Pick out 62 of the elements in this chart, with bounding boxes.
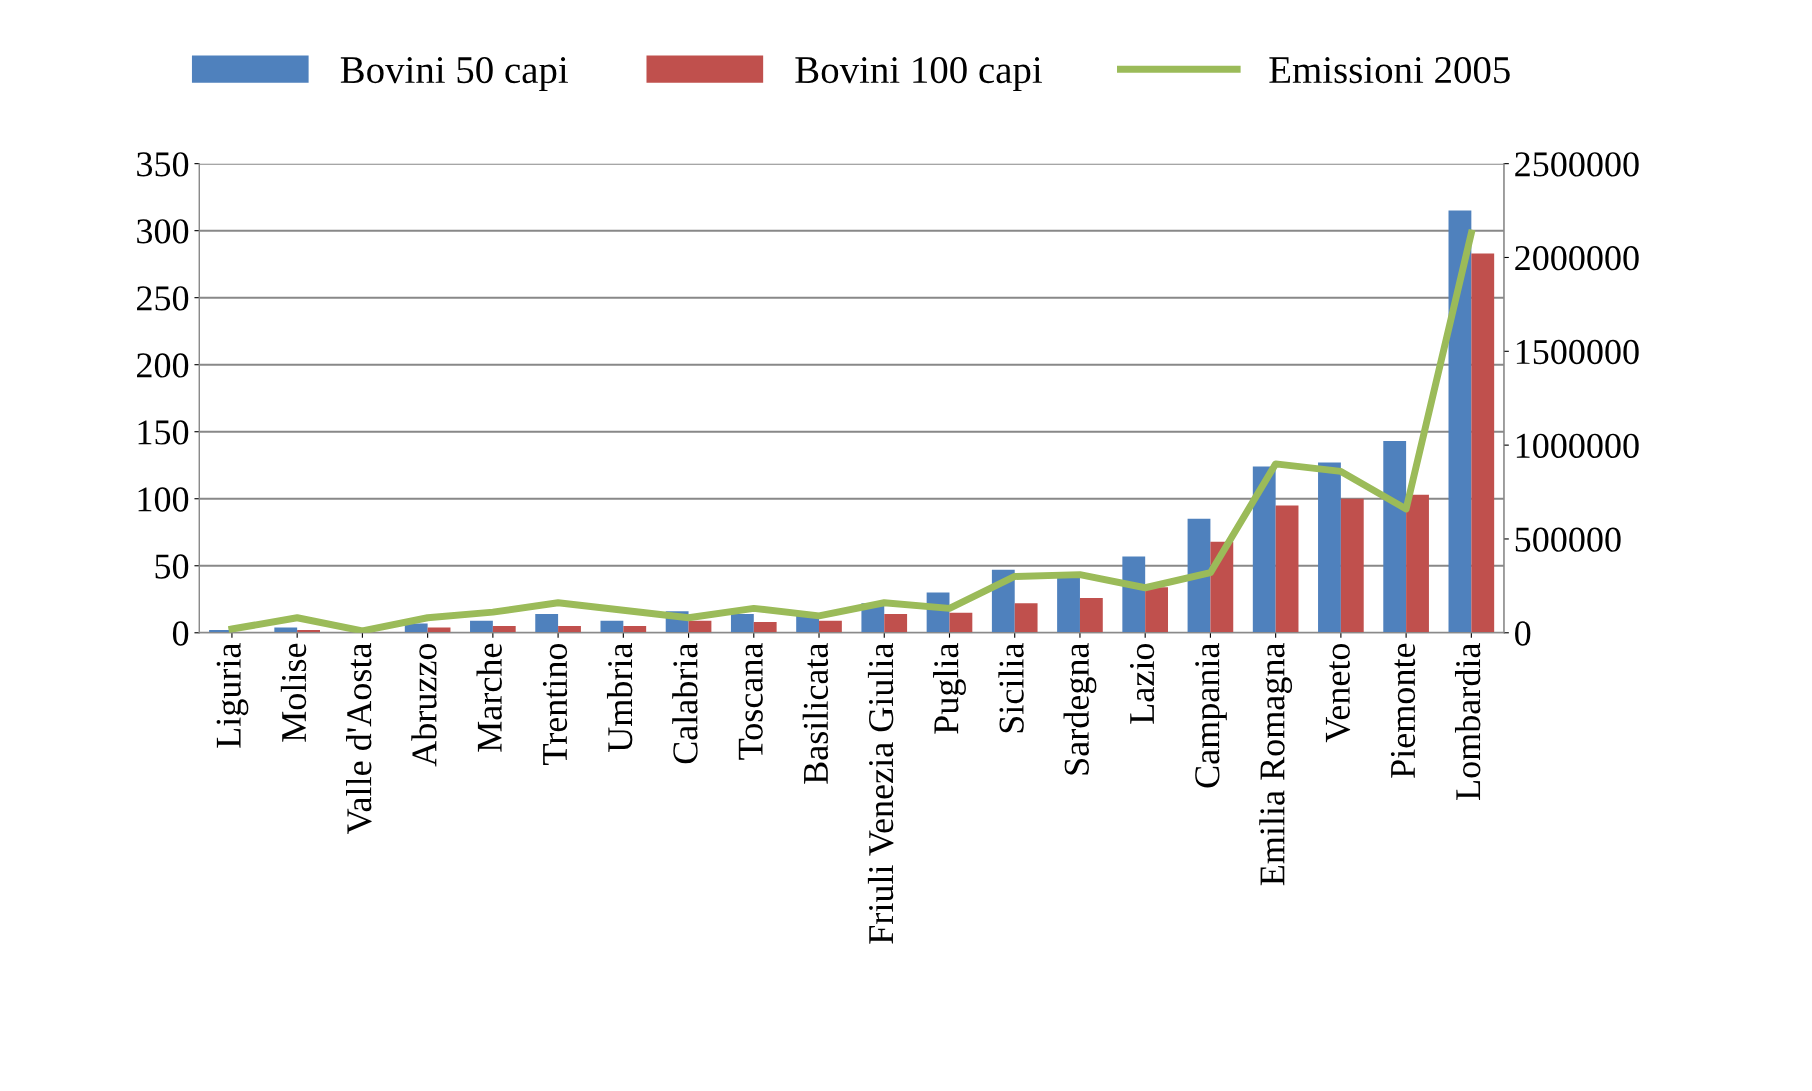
y-tick-label: 300 xyxy=(137,219,189,244)
x-tick-label: Toscana xyxy=(738,643,763,760)
x-tick-label: Sardegna xyxy=(1063,643,1097,775)
bar xyxy=(558,626,581,633)
bar xyxy=(1471,253,1495,633)
y-tick-label: 150 xyxy=(138,420,189,445)
bar xyxy=(427,627,451,633)
x-tick-label: Friuli Venezia Giulia xyxy=(867,643,894,944)
y2-tick-label: 500000 xyxy=(1515,527,1621,552)
x-tick-label: Veneto xyxy=(1325,643,1351,743)
x-tick-label: Calabria xyxy=(672,643,698,764)
x-tick-label: Marche xyxy=(476,643,502,752)
x-tick-label: Umbria xyxy=(606,643,633,753)
bar xyxy=(819,620,842,633)
y2-tick-label: 2000000 xyxy=(1515,245,1639,271)
y-tick-label: 200 xyxy=(137,353,189,378)
x-tick-label: Sicilia xyxy=(998,643,1024,733)
x-tick-label: Liguria xyxy=(216,642,249,748)
y2-tick-label: 0 xyxy=(1515,621,1531,646)
bar xyxy=(884,614,908,633)
bar xyxy=(1406,494,1429,633)
legend-label: Bovini 50 capi xyxy=(340,56,568,92)
y-tick-label: 0 xyxy=(172,621,189,646)
bar xyxy=(1275,505,1299,633)
x-tick-label: Trentino xyxy=(542,643,568,765)
x-tick-label: Valle d'Aosta xyxy=(346,643,372,835)
bar xyxy=(1340,498,1364,633)
bar xyxy=(274,627,298,633)
bar xyxy=(949,612,973,633)
bar xyxy=(1383,441,1407,633)
bar xyxy=(753,622,777,633)
bar xyxy=(623,626,647,633)
legend-label: Emissioni 2005 xyxy=(1269,56,1510,84)
bar xyxy=(1145,587,1169,633)
bar xyxy=(600,620,624,633)
x-tick-label: Lombardia xyxy=(1454,643,1481,800)
y-tick-label: 50 xyxy=(155,554,189,579)
bar xyxy=(730,614,754,633)
x-tick-label: Abruzzo xyxy=(411,643,437,767)
y2-tick-label: 2500000 xyxy=(1515,152,1639,177)
x-tick-label: Puglia xyxy=(933,643,966,734)
bar xyxy=(1014,603,1038,633)
bar xyxy=(470,620,493,633)
legend-label: Bovini 100 capi xyxy=(795,56,1042,92)
x-tick-label: Emilia Romagna xyxy=(1259,643,1293,886)
bar xyxy=(1252,466,1276,633)
y-tick-label: 350 xyxy=(137,152,189,177)
x-tick-label: Campania xyxy=(1195,643,1227,788)
x-tick-label: Piemonte xyxy=(1390,643,1416,778)
bar xyxy=(1057,575,1080,633)
x-tick-label: Molise xyxy=(280,643,307,742)
y2-tick-label: 1500000 xyxy=(1516,339,1639,365)
y-tick-label: 250 xyxy=(137,286,189,311)
bar xyxy=(492,626,516,633)
x-tick-label: Basilicata xyxy=(802,643,829,784)
x-tick-label: Lazio xyxy=(1129,643,1155,724)
bar xyxy=(1187,518,1211,633)
bar xyxy=(1318,462,1341,633)
y2-tick-label: 1000000 xyxy=(1516,433,1639,459)
bar xyxy=(535,614,559,633)
bar xyxy=(1079,597,1103,633)
y-tick-label: 100 xyxy=(138,487,189,512)
